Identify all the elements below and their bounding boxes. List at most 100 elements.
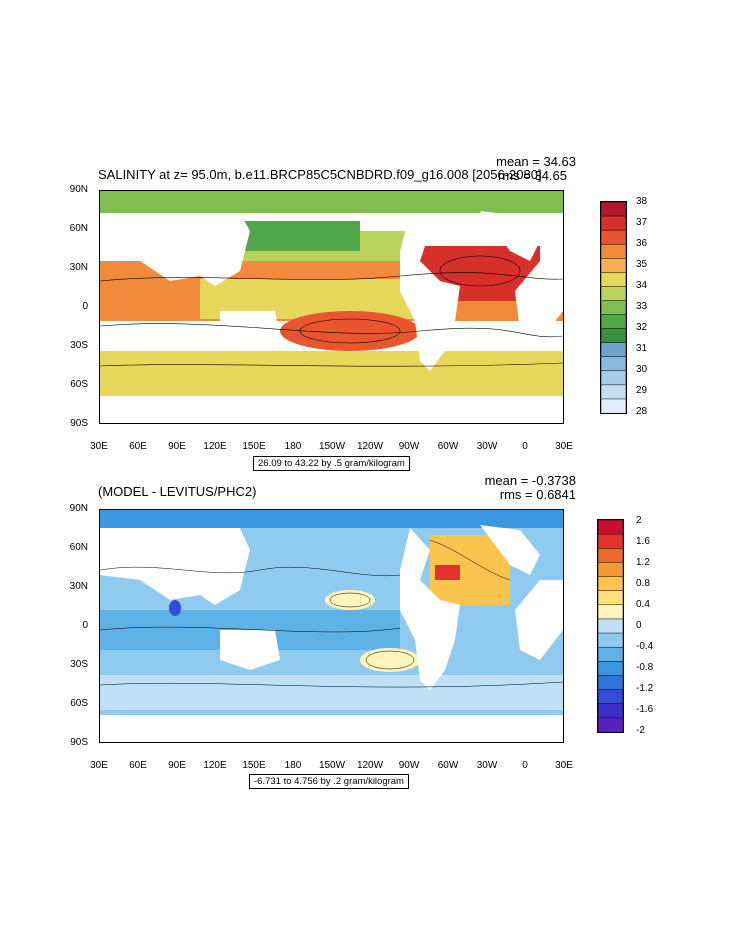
p1-lat-label: 90S: [70, 418, 88, 429]
p1-lat-label: 90N: [69, 184, 88, 195]
colorbar-swatch: [601, 398, 626, 413]
colorbar-swatch: [601, 258, 626, 274]
p2-region-southern: [100, 675, 563, 710]
p2-region-bay: [169, 600, 181, 616]
p2-lon-label: 90E: [168, 760, 186, 771]
p1-lon-label: 0: [522, 441, 528, 452]
panel1-rms: rms = 34.65: [497, 168, 567, 183]
colorbar-swatch: [598, 646, 623, 663]
p2-lon-label: 60W: [437, 760, 459, 771]
p2-colorbar-svg: [598, 520, 623, 732]
p2-lon-label: 180: [284, 760, 302, 771]
p2-lat-label: 90S: [70, 737, 88, 748]
p1-lon-label: 60E: [129, 441, 147, 452]
p1-lon-label: 30E: [90, 441, 108, 452]
p1-lon-label: 180: [284, 441, 302, 452]
p1-lat-label: 60S: [70, 379, 88, 390]
panel1-title: SALINITY at z= 95.0m, b.e11.BRCP85C5CNBD…: [98, 167, 542, 182]
colorbar-swatch: [601, 314, 626, 330]
colorbar-swatch: [598, 632, 623, 648]
panel1-map: [99, 190, 564, 424]
p2-colorbar: [597, 519, 624, 733]
colorbar-swatch: [598, 520, 623, 535]
p2-range-label: -6.731 to 4.756 by .2 gram/kilogram: [249, 774, 409, 789]
p1-lon-label: 120W: [356, 441, 384, 452]
p2-cb-label: -0.4: [636, 641, 654, 652]
p1-lon-label: 150W: [318, 441, 346, 452]
p1-lat-label: 60N: [69, 223, 88, 234]
colorbar-swatch: [598, 618, 623, 634]
colorbar-swatch: [598, 703, 623, 719]
p2-lon-label: 0: [522, 760, 528, 771]
colorbar-swatch: [598, 548, 623, 564]
colorbar-swatch: [601, 202, 626, 217]
p2-region-tropic-pos: [325, 590, 375, 610]
p1-colorbar-svg: [601, 202, 626, 413]
panel2-mean: mean = -0.3738: [484, 473, 576, 488]
panel2-map: [99, 509, 564, 743]
colorbar-swatch: [601, 356, 626, 372]
p2-lon-label: 120E: [203, 760, 227, 771]
colorbar-swatch: [598, 604, 623, 620]
p1-colorbar: [600, 201, 627, 414]
p1-cb-label: 33: [636, 301, 648, 312]
p1-cb-label: 31: [636, 343, 648, 354]
p1-cb-label: 28: [636, 406, 648, 417]
colorbar-swatch: [601, 384, 626, 400]
p1-lon-label: 150E: [242, 441, 266, 452]
p2-lon-label: 30E: [90, 760, 108, 771]
colorbar-swatch: [601, 243, 626, 260]
p2-land: [100, 525, 563, 742]
p2-cb-label: -1.2: [636, 683, 654, 694]
p2-lat-label: 30N: [69, 581, 88, 592]
colorbar-swatch: [598, 590, 623, 606]
p1-lon-label: 30W: [476, 441, 498, 452]
p2-lat-label: 30S: [70, 659, 88, 670]
p2-lat-label: 90N: [69, 503, 88, 514]
p1-lat-label: 0: [82, 301, 88, 312]
p2-cb-label: -2: [636, 725, 645, 736]
p2-contours: [100, 539, 563, 688]
colorbar-swatch: [601, 328, 626, 344]
p2-lon-label: 150W: [318, 760, 346, 771]
p1-cb-label: 36: [636, 238, 648, 249]
p2-lon-axis: 30E 60E 90E 120E 150E 180 150W 120W 90W …: [79, 760, 599, 774]
p2-cb-label: 1.6: [636, 536, 650, 547]
p2-region-north-atl-hot: [435, 565, 460, 580]
p1-contours: [100, 255, 563, 367]
p2-lat-label: 60N: [69, 542, 88, 553]
p2-lat-label: 0: [82, 620, 88, 631]
colorbar-swatch: [601, 370, 626, 386]
panel2-title: (MODEL - LEVITUS/PHC2): [98, 484, 257, 499]
colorbar-swatch: [598, 533, 623, 550]
colorbar-swatch: [598, 675, 623, 691]
colorbar-swatch: [598, 562, 623, 578]
p2-cb-label: 0.4: [636, 599, 650, 610]
colorbar-swatch: [601, 342, 626, 358]
panel2-rms: rms = 0.6841: [499, 487, 576, 502]
p1-region-southern: [100, 351, 563, 396]
p2-lon-label: 150E: [242, 760, 266, 771]
p1-cb-label: 30: [636, 364, 648, 375]
p1-lon-label: 60W: [437, 441, 459, 452]
colorbar-swatch: [598, 661, 623, 677]
p1-cb-label: 32: [636, 322, 648, 333]
colorbar-swatch: [601, 286, 626, 302]
p1-region-subpolar: [240, 221, 360, 251]
p1-land: [100, 211, 563, 423]
colorbar-swatch: [601, 300, 626, 316]
p2-cb-label: 0.8: [636, 578, 650, 589]
p2-cb-label: 1.2: [636, 557, 650, 568]
p2-cb-label: -1.6: [636, 704, 654, 715]
colorbar-swatch: [598, 689, 623, 705]
p2-lat-label: 60S: [70, 698, 88, 709]
p1-lon-label: 90W: [398, 441, 420, 452]
p2-region-arctic: [100, 510, 563, 528]
p1-lon-label: 120E: [203, 441, 227, 452]
p1-cb-label: 34: [636, 280, 648, 291]
p1-range-label: 26.09 to 43.22 by .5 gram/kilogram: [253, 456, 410, 471]
panel1-mean: mean = 34.63: [496, 154, 576, 169]
p1-region-arctic: [100, 191, 563, 213]
colorbar-swatch: [601, 272, 626, 288]
p1-lat-label: 30N: [69, 262, 88, 273]
